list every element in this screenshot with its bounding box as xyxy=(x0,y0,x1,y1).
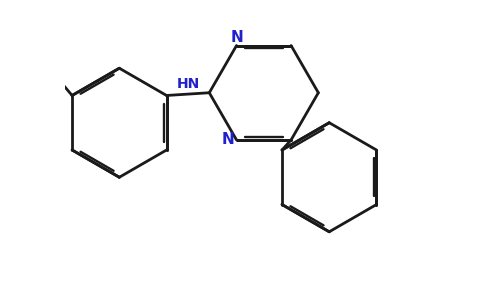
Text: N: N xyxy=(222,133,235,148)
Text: HN: HN xyxy=(176,77,199,91)
Text: N: N xyxy=(230,30,243,45)
